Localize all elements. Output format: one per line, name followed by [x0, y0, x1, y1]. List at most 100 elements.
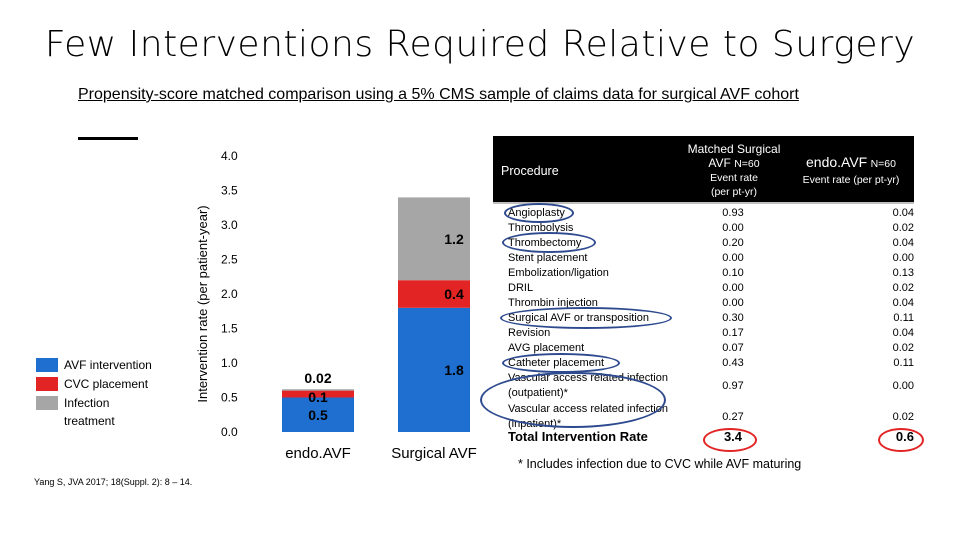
- header-surgical-sub2: (per pt-yr): [710, 186, 758, 198]
- table-footnote: * Includes infection due to CVC while AV…: [518, 457, 802, 471]
- bar-segment-0: [282, 397, 354, 432]
- table-divider: [493, 202, 914, 204]
- page-title: Few Interventions Required Relative to S…: [44, 24, 916, 65]
- highlight-ring-catheter: [502, 353, 620, 373]
- legend-swatch-red: [36, 376, 58, 391]
- y-tick-label: 1.5: [221, 322, 238, 336]
- total-label: Total Intervention Rate: [508, 429, 648, 444]
- bar-data-label: 0.02: [304, 370, 331, 386]
- y-axis-label: Intervention rate (per patient-year): [195, 205, 210, 402]
- bar-data-label: 1.8: [444, 362, 464, 378]
- stacked-bar-chart: Intervention rate (per patient-year) 0.0 0…: [195, 149, 477, 462]
- y-tick-label: 3.0: [221, 218, 238, 232]
- legend-swatch-gray: [36, 395, 58, 410]
- row-endo-rate: 0.02: [892, 411, 914, 423]
- header-endo-avf: endo.AVF N=60 Event rate (per pt-yr): [788, 154, 914, 188]
- y-tick-label: 0.5: [221, 391, 238, 405]
- citation: Yang S, JVA 2017; 18(Suppl. 2): 8 – 14.: [34, 477, 193, 487]
- legend-swatch-blue: [36, 357, 58, 372]
- highlight-ring-total-endo: [878, 428, 924, 452]
- row-surgical-rate: 0.00: [722, 252, 744, 264]
- row-endo-rate: 0.04: [892, 297, 914, 309]
- row-procedure: Thrombin injection: [508, 297, 598, 309]
- row-endo-rate: 0.13: [892, 267, 914, 279]
- row-endo-rate: 0.04: [892, 327, 914, 339]
- bar-data-label: 0.5: [308, 407, 328, 423]
- row-surgical-rate: 0.00: [722, 297, 744, 309]
- bar-data-label: 0.4: [444, 286, 464, 302]
- row-endo-rate: 0.00: [892, 380, 914, 392]
- row-endo-rate: 0.04: [892, 237, 914, 249]
- table-row: Stent placement 0.00 0.00: [493, 251, 914, 266]
- legend-item-cvc-placement: CVC placement: [36, 374, 152, 393]
- highlight-ring-total-surgical: [703, 428, 757, 452]
- header-endo-n: N=60: [870, 158, 896, 170]
- row-surgical-rate: 0.97: [722, 380, 744, 392]
- bar-data-label: 0.1: [308, 389, 328, 405]
- divider: [78, 137, 138, 140]
- y-tick-label: 4.0: [221, 149, 238, 163]
- row-surgical-rate: 0.27: [722, 411, 744, 423]
- header-procedure: Procedure: [501, 164, 559, 178]
- row-procedure: Embolization/ligation: [508, 267, 609, 279]
- y-tick-label: 1.0: [221, 356, 238, 370]
- bar-segment-0: [398, 307, 470, 432]
- bar-segment-2: [282, 389, 354, 391]
- header-endo-name: endo.AVF: [806, 154, 868, 170]
- legend-label: Infection: [64, 395, 110, 410]
- row-procedure: Revision: [508, 327, 551, 339]
- x-category-label: endo.AVF: [285, 445, 351, 462]
- y-tick-label: 2.5: [221, 253, 238, 267]
- table-row: DRIL 0.00 0.02: [493, 281, 914, 296]
- row-endo-rate: 0.02: [892, 342, 914, 354]
- header-surgical-avf: Matched Surgical AVF N=60 Event rate (pe…: [671, 142, 797, 199]
- row-surgical-rate: 0.30: [722, 312, 744, 324]
- table-header: Procedure Matched Surgical AVF N=60 Even…: [493, 136, 914, 202]
- row-surgical-rate: 0.20: [722, 237, 744, 249]
- row-endo-rate: 0.02: [892, 282, 914, 294]
- y-tick-label: 3.5: [221, 184, 238, 198]
- table-row: AVG placement 0.07 0.02: [493, 341, 914, 356]
- row-surgical-rate: 0.07: [722, 342, 744, 354]
- row-endo-rate: 0.11: [893, 357, 914, 369]
- highlight-ring-infection: [480, 372, 666, 428]
- row-surgical-rate: 0.93: [722, 207, 744, 219]
- table-row: Revision 0.17 0.04: [493, 326, 914, 341]
- x-category-label: Surgical AVF: [391, 445, 477, 462]
- legend-label: CVC placement: [64, 376, 149, 391]
- row-endo-rate: 0.02: [892, 222, 914, 234]
- row-procedure: DRIL: [508, 282, 534, 294]
- table-row: Thrombin injection 0.00 0.04: [493, 296, 914, 311]
- legend-item-avf-intervention: AVF intervention: [36, 355, 152, 374]
- bar-segment-1: [282, 390, 354, 398]
- row-surgical-rate: 0.43: [722, 357, 744, 369]
- page-subtitle: Propensity-score matched comparison usin…: [78, 86, 799, 103]
- bar-data-label: 1.2: [444, 231, 464, 247]
- highlight-ring-angioplasty: [504, 203, 574, 223]
- row-surgical-rate: 0.10: [722, 267, 744, 279]
- row-procedure: Stent placement: [508, 252, 588, 264]
- highlight-ring-surgical-avf: [500, 307, 672, 329]
- legend-label-continued: treatment: [64, 414, 115, 428]
- bar-segment-1: [398, 280, 470, 308]
- y-tick-label: 0.0: [221, 425, 238, 439]
- row-endo-rate: 0.00: [892, 252, 914, 264]
- y-tick-label: 2.0: [221, 287, 238, 301]
- row-endo-rate: 0.11: [893, 312, 914, 324]
- header-surgical-line2: AVF: [708, 156, 731, 170]
- table-row: Thrombolysis 0.00 0.02: [493, 221, 914, 236]
- header-surgical-line1: Matched Surgical: [687, 142, 781, 156]
- row-procedure: AVG placement: [508, 342, 585, 354]
- highlight-ring-thrombectomy: [502, 232, 596, 253]
- row-endo-rate: 0.04: [892, 207, 914, 219]
- row-surgical-rate: 0.00: [722, 282, 744, 294]
- row-surgical-rate: 0.17: [722, 327, 744, 339]
- legend-item-infection: Infection: [36, 393, 152, 412]
- legend-label: AVF intervention: [64, 357, 152, 372]
- header-surgical-n: N=60: [734, 158, 760, 170]
- bar-segment-2: [398, 197, 470, 281]
- row-procedure: Thrombolysis: [508, 222, 574, 234]
- table-row: Embolization/ligation 0.10 0.13: [493, 266, 914, 281]
- row-surgical-rate: 0.00: [722, 222, 744, 234]
- chart-legend: AVF intervention CVC placement Infection…: [36, 355, 152, 431]
